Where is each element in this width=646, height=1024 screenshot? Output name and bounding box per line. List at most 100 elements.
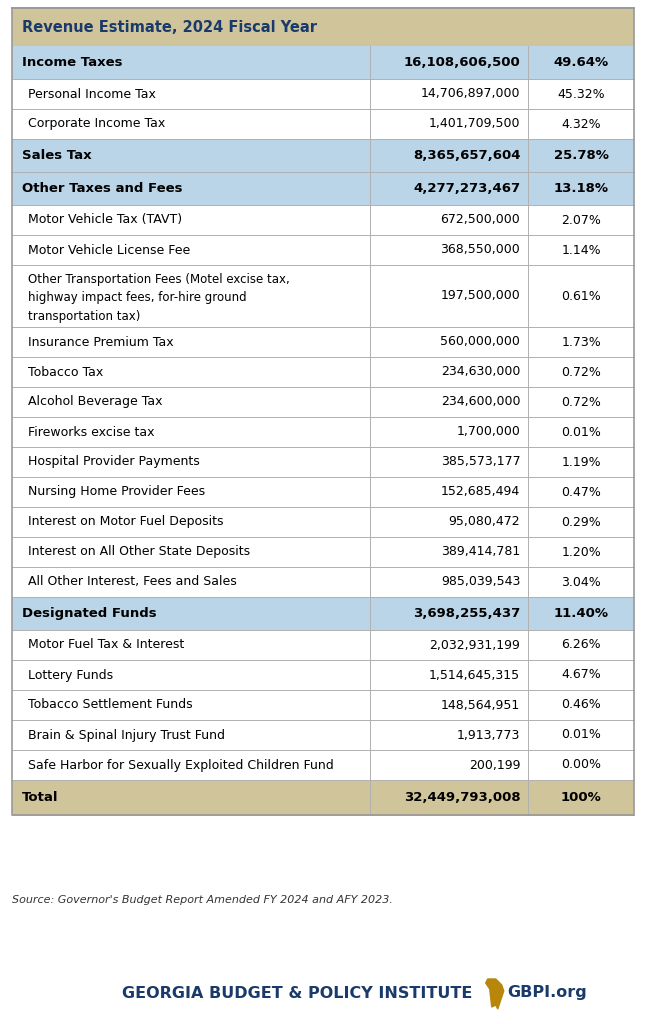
Text: 1,700,000: 1,700,000: [456, 426, 520, 438]
Text: 200,199: 200,199: [469, 759, 520, 771]
Text: Motor Fuel Tax & Interest: Motor Fuel Tax & Interest: [28, 639, 184, 651]
Text: Sales Tax: Sales Tax: [22, 150, 92, 162]
Text: Motor Vehicle License Fee: Motor Vehicle License Fee: [28, 244, 191, 256]
Text: 16,108,606,500: 16,108,606,500: [404, 56, 520, 69]
Text: 560,000,000: 560,000,000: [441, 336, 520, 348]
Text: 368,550,000: 368,550,000: [441, 244, 520, 256]
Bar: [12, 357, 634, 387]
Text: 197,500,000: 197,500,000: [441, 290, 520, 302]
Text: 0.46%: 0.46%: [561, 698, 601, 712]
Text: GEORGIA BUDGET & POLICY INSTITUTE: GEORGIA BUDGET & POLICY INSTITUTE: [122, 985, 472, 1000]
Text: 1,913,773: 1,913,773: [457, 728, 520, 741]
Text: 8,365,657,604: 8,365,657,604: [413, 150, 520, 162]
Text: 14,706,897,000: 14,706,897,000: [421, 87, 520, 100]
Text: 49.64%: 49.64%: [554, 56, 609, 69]
Bar: [12, 597, 634, 630]
Text: 0.47%: 0.47%: [561, 485, 601, 499]
Text: 152,685,494: 152,685,494: [441, 485, 520, 499]
Bar: [12, 720, 634, 750]
Bar: [12, 567, 634, 597]
Bar: [12, 234, 634, 265]
Text: 0.61%: 0.61%: [561, 290, 601, 302]
Text: 1.19%: 1.19%: [561, 456, 601, 469]
Bar: [12, 780, 634, 815]
Text: 1,514,645,315: 1,514,645,315: [429, 669, 520, 682]
Text: Corporate Income Tax: Corporate Income Tax: [28, 118, 165, 130]
Text: highway impact fees, for-hire ground: highway impact fees, for-hire ground: [28, 292, 247, 304]
Text: All Other Interest, Fees and Sales: All Other Interest, Fees and Sales: [28, 575, 236, 589]
Text: 6.26%: 6.26%: [561, 639, 601, 651]
Bar: [12, 477, 634, 507]
Text: 1,401,709,500: 1,401,709,500: [429, 118, 520, 130]
Bar: [12, 109, 634, 139]
Text: 672,500,000: 672,500,000: [441, 213, 520, 226]
Text: Revenue Estimate, 2024 Fiscal Year: Revenue Estimate, 2024 Fiscal Year: [22, 19, 317, 35]
Text: 4,277,273,467: 4,277,273,467: [413, 182, 520, 195]
Text: 13.18%: 13.18%: [554, 182, 609, 195]
Text: Other Transportation Fees (Motel excise tax,: Other Transportation Fees (Motel excise …: [28, 272, 290, 286]
Text: Tobacco Settlement Funds: Tobacco Settlement Funds: [28, 698, 193, 712]
Text: 11.40%: 11.40%: [554, 607, 609, 620]
Text: 25.78%: 25.78%: [554, 150, 609, 162]
Bar: [12, 46, 634, 79]
Text: 985,039,543: 985,039,543: [441, 575, 520, 589]
Bar: [12, 8, 634, 46]
Text: 1.73%: 1.73%: [561, 336, 601, 348]
Text: 0.01%: 0.01%: [561, 426, 601, 438]
Bar: [12, 447, 634, 477]
Bar: [12, 205, 634, 234]
Bar: [12, 139, 634, 172]
Text: Income Taxes: Income Taxes: [22, 56, 123, 69]
Bar: [12, 690, 634, 720]
Text: 4.67%: 4.67%: [561, 669, 601, 682]
Text: Fireworks excise tax: Fireworks excise tax: [28, 426, 154, 438]
Text: GBPI.org: GBPI.org: [508, 985, 587, 1000]
Text: 2,032,931,199: 2,032,931,199: [430, 639, 520, 651]
Text: 3,698,255,437: 3,698,255,437: [413, 607, 520, 620]
Text: Safe Harbor for Sexually Exploited Children Fund: Safe Harbor for Sexually Exploited Child…: [28, 759, 334, 771]
Bar: [12, 79, 634, 109]
Bar: [12, 172, 634, 205]
Text: Motor Vehicle Tax (TAVT): Motor Vehicle Tax (TAVT): [28, 213, 182, 226]
Bar: [12, 417, 634, 447]
Bar: [12, 750, 634, 780]
Text: transportation tax): transportation tax): [28, 310, 140, 324]
Polygon shape: [486, 979, 504, 1009]
Bar: [12, 660, 634, 690]
Text: 234,600,000: 234,600,000: [441, 395, 520, 409]
Text: Source: Governor's Budget Report Amended FY 2024 and AFY 2023.: Source: Governor's Budget Report Amended…: [12, 895, 393, 905]
Text: 0.29%: 0.29%: [561, 515, 601, 528]
Text: 1.20%: 1.20%: [561, 546, 601, 558]
Bar: [12, 327, 634, 357]
Text: 32,449,793,008: 32,449,793,008: [404, 791, 520, 804]
Text: 148,564,951: 148,564,951: [441, 698, 520, 712]
Text: Alcohol Beverage Tax: Alcohol Beverage Tax: [28, 395, 163, 409]
Text: Brain & Spinal Injury Trust Fund: Brain & Spinal Injury Trust Fund: [28, 728, 225, 741]
Text: 100%: 100%: [561, 791, 601, 804]
Text: 234,630,000: 234,630,000: [441, 366, 520, 379]
Bar: [12, 265, 634, 327]
Text: 95,080,472: 95,080,472: [448, 515, 520, 528]
Text: 2.07%: 2.07%: [561, 213, 601, 226]
Text: Interest on Motor Fuel Deposits: Interest on Motor Fuel Deposits: [28, 515, 224, 528]
Text: Personal Income Tax: Personal Income Tax: [28, 87, 156, 100]
Text: 3.04%: 3.04%: [561, 575, 601, 589]
Text: 45.32%: 45.32%: [557, 87, 605, 100]
Bar: [12, 537, 634, 567]
Bar: [12, 507, 634, 537]
Text: 4.32%: 4.32%: [561, 118, 601, 130]
Text: 389,414,781: 389,414,781: [441, 546, 520, 558]
Text: 0.01%: 0.01%: [561, 728, 601, 741]
Text: Other Taxes and Fees: Other Taxes and Fees: [22, 182, 183, 195]
Text: Lottery Funds: Lottery Funds: [28, 669, 113, 682]
Text: Total: Total: [22, 791, 59, 804]
Text: 1.14%: 1.14%: [561, 244, 601, 256]
Text: 385,573,177: 385,573,177: [441, 456, 520, 469]
Text: 0.72%: 0.72%: [561, 366, 601, 379]
Bar: [12, 630, 634, 660]
Text: Designated Funds: Designated Funds: [22, 607, 156, 620]
Text: Tobacco Tax: Tobacco Tax: [28, 366, 103, 379]
Text: Insurance Premium Tax: Insurance Premium Tax: [28, 336, 174, 348]
Text: 0.72%: 0.72%: [561, 395, 601, 409]
Text: Interest on All Other State Deposits: Interest on All Other State Deposits: [28, 546, 250, 558]
